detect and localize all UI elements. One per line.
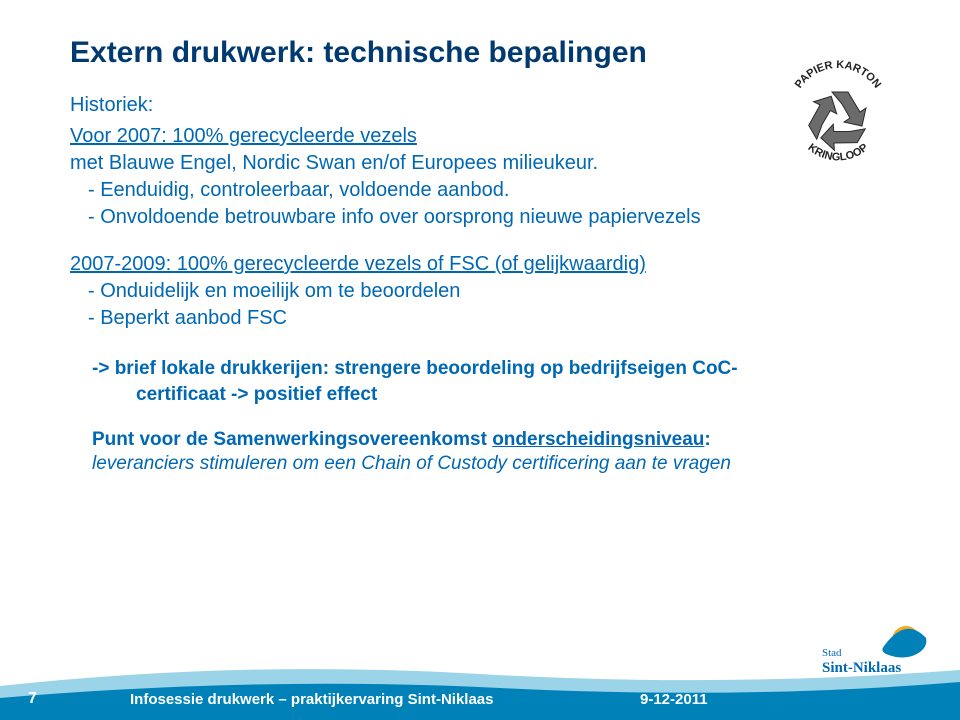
brief-l1: -> brief lokale drukkerijen: strengere b… (92, 356, 890, 382)
slide: Extern drukwerk: technische bepalingen H… (0, 0, 960, 720)
punt-colon: : (704, 429, 710, 450)
brief-block: -> brief lokale drukkerijen: strengere b… (70, 356, 890, 407)
section-historiek: Historiek: Voor 2007: 100% gerecycleerde… (70, 94, 890, 231)
svg-text:KRINGLOOP: KRINGLOOP (806, 142, 871, 164)
footer-page-number: 7 (28, 690, 37, 708)
brief-l2: certificaat -> positief effect (136, 382, 890, 408)
recycle-icon: PAPIER KARTON KRINGLOOP (778, 58, 898, 178)
footer: 7 Infosessie drukwerk – praktijkervaring… (0, 650, 960, 720)
italic-line: leveranciers stimuleren om een Chain of … (92, 451, 890, 477)
hist-bullet2: - Onvoldoende betrouwbare info over oors… (88, 204, 890, 231)
hist-line2: met Blauwe Engel, Nordic Swan en/of Euro… (70, 150, 890, 177)
s2-line1: 2007-2009: 100% gerecycleerde vezels of … (70, 251, 890, 278)
svg-text:PAPIER KARTON: PAPIER KARTON (793, 59, 884, 91)
punt-line: Punt voor de Samenwerkingsovereenkomst o… (92, 429, 890, 451)
hist-bullet1: - Eenduidig, controleerbaar, voldoende a… (88, 177, 890, 204)
recycle-top-text: PAPIER KARTON (793, 59, 884, 91)
punt-label: Punt voor de Samenwerkingsovereenkomst (92, 429, 492, 450)
footer-date: 9-12-2011 (640, 691, 708, 708)
section-2007: 2007-2009: 100% gerecycleerde vezels of … (70, 251, 890, 332)
hist-line1: Voor 2007: 100% gerecycleerde vezels (70, 123, 890, 150)
punt-under: onderscheidingsniveau (492, 429, 704, 450)
recycle-bottom-text: KRINGLOOP (806, 142, 871, 164)
s2-bullet2: - Beperkt aanbod FSC (88, 305, 890, 332)
slide-title: Extern drukwerk: technische bepalingen (70, 36, 890, 70)
s2-bullet1: - Onduidelijk en moeilijk om te beoordel… (88, 278, 890, 305)
historiek-head: Historiek: (70, 94, 890, 117)
footer-session-title: Infosessie drukwerk – praktijkervaring S… (130, 691, 494, 708)
